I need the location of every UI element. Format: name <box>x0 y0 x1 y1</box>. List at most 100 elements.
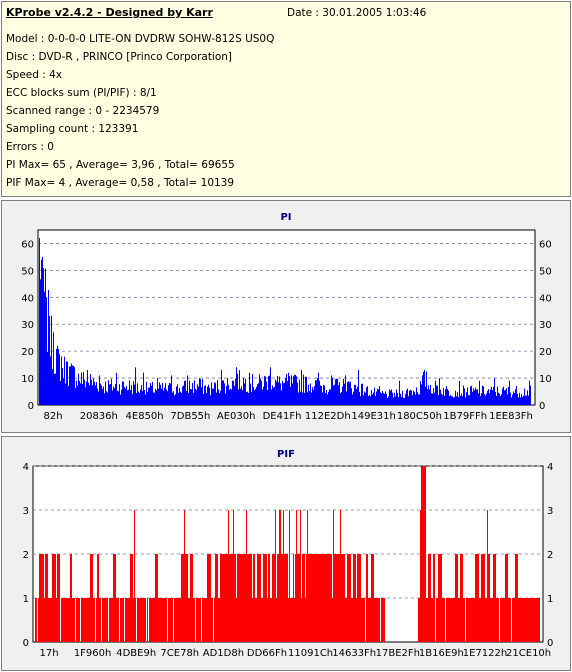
pi-bar <box>377 388 378 405</box>
pi-bar <box>47 351 48 405</box>
pif-bar <box>98 554 99 642</box>
pi-bar <box>120 394 121 405</box>
pi-bar <box>302 392 303 405</box>
pif-bar <box>453 598 454 642</box>
pif-bar <box>56 598 57 642</box>
pif-bar <box>322 554 323 642</box>
pif-bar <box>293 554 294 642</box>
pi-bar <box>75 388 76 405</box>
pif-bar <box>160 598 161 642</box>
pi-bar <box>134 384 135 405</box>
pi-bar <box>204 386 205 405</box>
pi-bar <box>321 385 322 405</box>
pif-bar <box>304 554 305 642</box>
pi-bar <box>455 390 456 405</box>
pi-bar <box>225 393 226 405</box>
pi-bar <box>44 291 45 405</box>
pi-bar <box>326 390 327 405</box>
pi-bar <box>311 392 312 405</box>
pif-bar <box>202 598 203 642</box>
pif-bar <box>431 598 432 642</box>
pi-bar <box>46 297 47 405</box>
pif-bar <box>327 554 328 642</box>
pif-bar <box>134 510 135 642</box>
pif-bar <box>261 598 262 642</box>
pif-bar <box>485 598 486 642</box>
pif-bar <box>335 554 336 642</box>
pi-bar <box>499 393 500 405</box>
pif-bar <box>352 598 353 642</box>
pif-chart: PIF 0 1 2 3 4 0 1 2 3 4 17h 1F960h 4DBE9h 7CE78h AD1… <box>23 449 554 659</box>
pif-bar <box>253 554 254 642</box>
pif-bar <box>489 554 490 642</box>
pi-bar <box>185 380 186 405</box>
pif-bar <box>527 598 528 642</box>
pif-bar <box>176 598 177 642</box>
pi-bar <box>425 386 426 405</box>
pif-bar <box>528 598 529 642</box>
pi-bar <box>285 378 286 405</box>
pif-bar <box>331 554 332 642</box>
pif-bar <box>257 554 258 642</box>
pif-bar <box>70 554 71 642</box>
pif-xtick: 1B16E9h <box>419 648 464 659</box>
pi-bar <box>60 380 61 405</box>
pi-bar <box>116 372 117 405</box>
pif-bar <box>280 510 281 642</box>
pif-bar <box>381 598 382 642</box>
pi-bar <box>387 398 388 405</box>
pif-bar <box>223 554 224 642</box>
pif-bar <box>183 554 184 642</box>
pi-bar <box>527 390 528 405</box>
pif-bar <box>104 598 105 642</box>
pi-bar <box>221 370 222 405</box>
pif-bar <box>296 510 297 642</box>
pif-bar <box>319 554 320 642</box>
pi-bar <box>356 388 357 405</box>
pif-bar <box>174 598 175 642</box>
pif-bar <box>437 598 438 642</box>
pif-bar <box>242 554 243 642</box>
pif-bar <box>222 554 223 642</box>
pi-bar <box>179 388 180 405</box>
pif-bar <box>518 598 519 642</box>
pi-bar <box>92 385 93 405</box>
pif-bar <box>521 598 522 642</box>
pif-bar <box>308 554 309 642</box>
pif-bar <box>55 554 56 642</box>
pi-bar <box>62 368 63 405</box>
pif-bar <box>271 598 272 642</box>
pif-bar <box>341 554 342 642</box>
pif-bar <box>81 598 82 642</box>
pif-bar <box>230 554 231 642</box>
pi-bar <box>438 395 439 405</box>
pi-bar <box>83 371 84 405</box>
pif-bar <box>374 598 375 642</box>
pi-bar <box>59 354 60 405</box>
pi-bar <box>135 367 136 405</box>
pif-bar <box>259 554 260 642</box>
pif-bar <box>468 598 469 642</box>
pi-bar <box>131 385 132 405</box>
pif-bar <box>329 554 330 642</box>
pif-bar <box>203 598 204 642</box>
pi-bar <box>45 268 46 405</box>
pi-bar <box>522 396 523 405</box>
pif-bar <box>339 554 340 642</box>
pi-bar <box>529 380 530 405</box>
pi-bar <box>115 383 116 405</box>
pif-bar <box>41 554 42 642</box>
pi-bar <box>295 375 296 405</box>
pi-bar <box>259 374 260 405</box>
pi-bar <box>368 396 369 405</box>
pif-bar <box>177 598 178 642</box>
pif-bar <box>105 598 106 642</box>
pi-bar <box>199 378 200 405</box>
pi-bar <box>282 380 283 405</box>
pif-bar <box>283 510 284 642</box>
pi-bar <box>305 376 306 405</box>
pi-bar <box>181 393 182 405</box>
pif-bar <box>226 554 227 642</box>
pif-bar <box>353 554 354 642</box>
pi-bar <box>160 384 161 405</box>
